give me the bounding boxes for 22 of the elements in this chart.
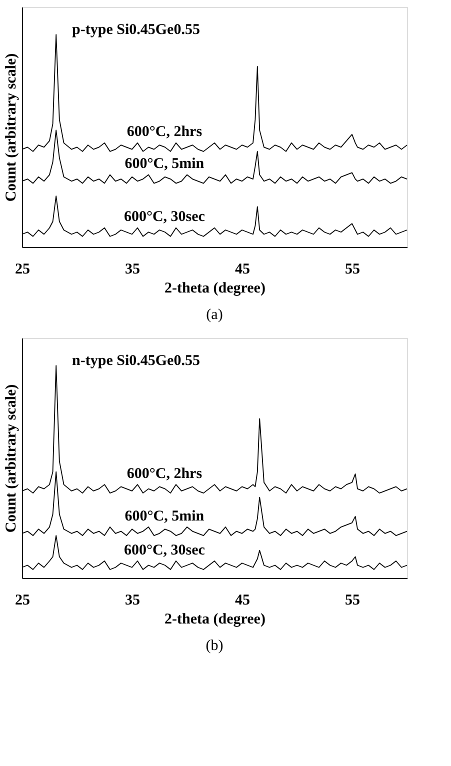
series-label: 600°C, 30sec bbox=[124, 209, 206, 226]
chart-title: p-type Si0.45Ge0.55 bbox=[72, 22, 200, 38]
chart-title: n-type Si0.45Ge0.55 bbox=[72, 353, 200, 369]
x-tick-label: 35 bbox=[125, 262, 140, 278]
series-label: 600°C, 5min bbox=[124, 508, 205, 524]
series-label: 600°C, 30sec bbox=[124, 542, 206, 558]
x-tick-label: 25 bbox=[15, 262, 30, 278]
x-tick-label: 45 bbox=[235, 262, 250, 278]
series-label: 600°C, 2hrs bbox=[126, 466, 202, 482]
y-axis-title: Count (arbitrary scale) bbox=[4, 384, 20, 533]
x-tick-label: 55 bbox=[345, 262, 360, 278]
text: (a) bbox=[206, 307, 223, 323]
series-label: 600°C, 5min bbox=[124, 156, 205, 172]
x-axis-title: 2-theta (degree) bbox=[164, 612, 266, 628]
x-axis-title: 2-theta (degree) bbox=[164, 280, 266, 296]
series-label: 600°C, 2hrs bbox=[126, 124, 202, 140]
text: (b) bbox=[206, 638, 224, 654]
x-tick-label: 25 bbox=[15, 592, 30, 608]
x-tick-label: 55 bbox=[345, 592, 360, 608]
y-axis-title: Count (arbitrary scale) bbox=[4, 53, 20, 202]
x-tick-label: 45 bbox=[235, 592, 250, 608]
x-tick-label: 35 bbox=[125, 592, 140, 608]
